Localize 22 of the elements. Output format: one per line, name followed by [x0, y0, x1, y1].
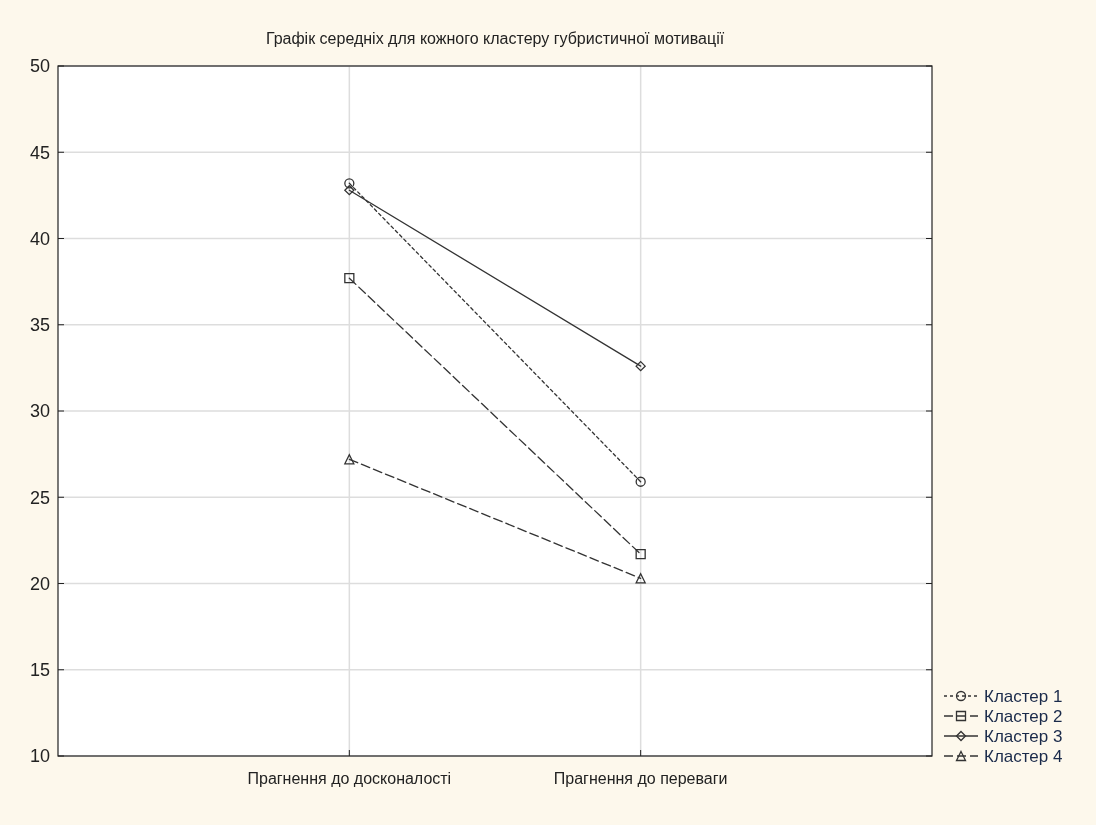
point: [344, 185, 355, 196]
y-tick-label: 25: [29, 487, 50, 508]
legend-label: Кластер 1: [984, 686, 1063, 706]
point: [344, 178, 355, 189]
x-tick-label: Прагнення до досконалості: [247, 770, 452, 787]
y-tick-label: 45: [29, 142, 50, 163]
y-tick-label: 40: [29, 228, 50, 249]
y-tick-label: 35: [29, 315, 50, 336]
legend-label: Кластер 4: [984, 746, 1063, 766]
point: [635, 549, 646, 560]
y-tick-label: 20: [29, 573, 50, 594]
y-tick-label: 30: [29, 401, 50, 422]
point: [344, 273, 355, 284]
y-tick-label: 50: [29, 56, 50, 77]
y-tick-label: 10: [29, 746, 50, 767]
point: [635, 476, 646, 487]
legend-label: Кластер 2: [984, 706, 1063, 726]
chart-title: Графік середніх для кожного кластеру губристичної мотивації: [265, 30, 725, 47]
point: [635, 361, 646, 372]
legend-label: Кластер 3: [984, 726, 1063, 746]
x-tick-label: Прагнення до переваги: [553, 770, 728, 787]
y-tick-label: 15: [29, 660, 50, 681]
